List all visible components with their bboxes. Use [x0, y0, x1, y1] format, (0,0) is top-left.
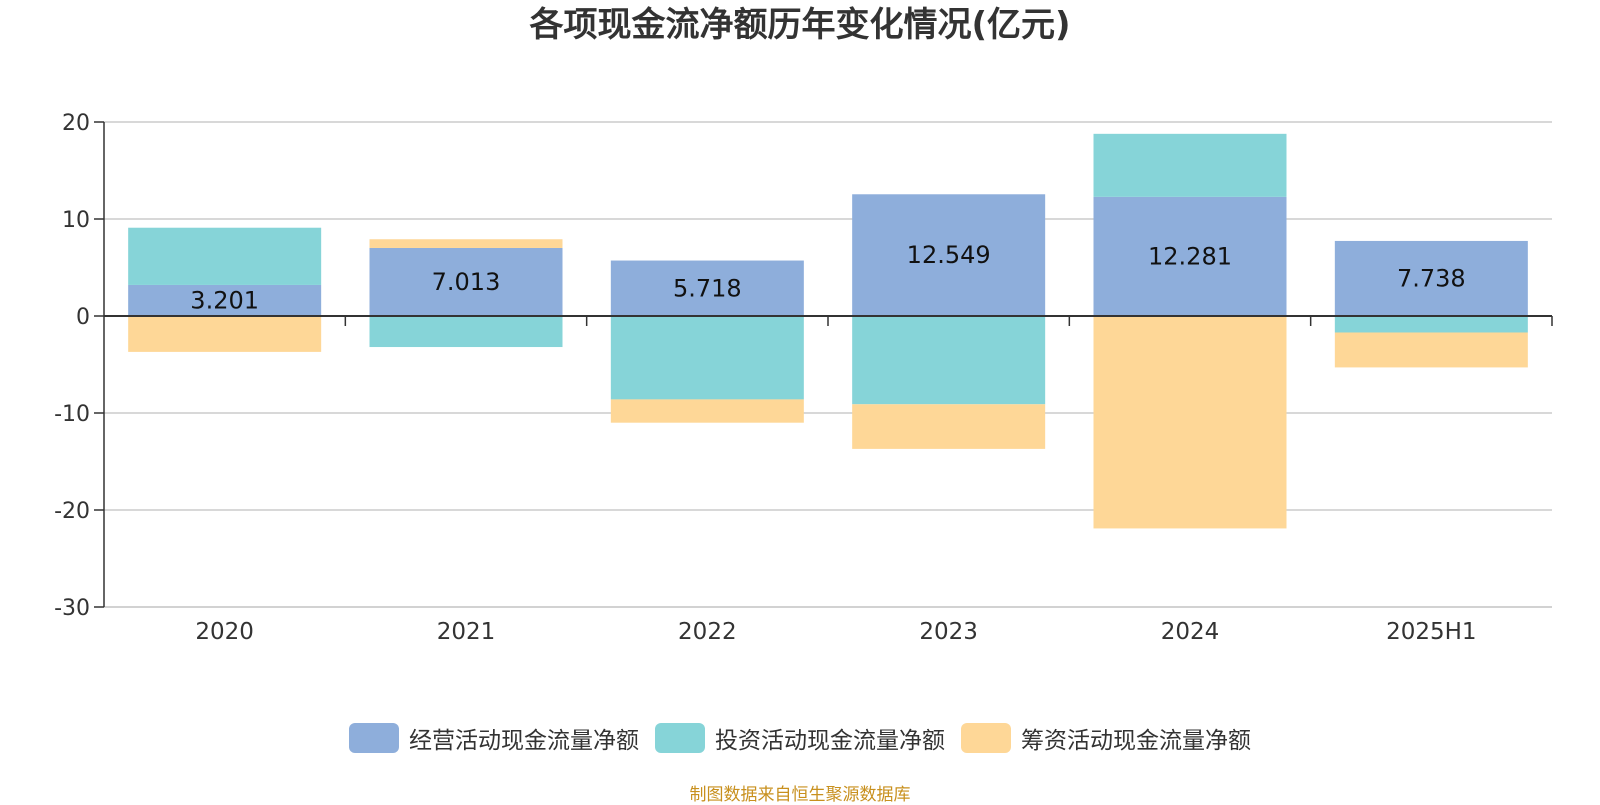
bar-investing-2025H1[interactable] — [1334, 316, 1528, 333]
legend-label-operating: 经营活动现金流量净额 — [409, 728, 639, 754]
data-label: 7.013 — [432, 268, 501, 296]
legend-item-operating[interactable]: 经营活动现金流量净额 — [349, 721, 639, 755]
bar-operating-2025H1[interactable] — [1334, 240, 1528, 316]
y-tick-label: 0 — [76, 305, 90, 330]
data-label: 7.738 — [1397, 264, 1466, 292]
chart-title: 各项现金流净额历年变化情况(亿元) — [529, 5, 1071, 45]
bar-investing-2020[interactable] — [128, 227, 322, 285]
bar-financing-2023[interactable] — [852, 404, 1046, 449]
bars — [128, 133, 1528, 529]
legend-item-investing[interactable]: 投资活动现金流量净额 — [655, 721, 945, 755]
y-tick-label: -30 — [54, 596, 90, 621]
legend-label-financing: 筹资活动现金流量净额 — [1021, 728, 1251, 754]
data-label: 3.201 — [190, 286, 259, 314]
x-tick-label: 2022 — [678, 619, 737, 645]
bar-financing-2025H1[interactable] — [1334, 332, 1528, 368]
data-label: 5.718 — [673, 274, 742, 302]
bar-operating-2024[interactable] — [1093, 196, 1287, 316]
bar-investing-2023[interactable] — [852, 316, 1046, 405]
grid-lines — [104, 121, 1552, 608]
bar-investing-2024[interactable] — [1093, 133, 1287, 197]
bar-operating-2023[interactable] — [852, 194, 1046, 316]
x-tick-label: 2021 — [437, 619, 496, 645]
legend-label-investing: 投资活动现金流量净额 — [715, 728, 945, 754]
bar-operating-2020[interactable] — [128, 284, 322, 316]
data-label: 12.549 — [907, 241, 991, 269]
bar-financing-2022[interactable] — [610, 399, 804, 423]
x-tick-label: 2024 — [1161, 619, 1220, 645]
legend-swatch-investing — [655, 723, 705, 753]
y-tick-label: -10 — [54, 402, 90, 427]
axes: 20 10 0 -10 -20 -30 2020 2021 2022 2023 2024 2025H1 — [54, 111, 1553, 645]
bar-financing-2024[interactable] — [1093, 316, 1287, 529]
y-tick-label: 10 — [62, 208, 90, 233]
y-tick-label: 20 — [62, 111, 90, 136]
x-tick-label: 2025H1 — [1386, 619, 1476, 645]
legend-swatch-operating — [349, 723, 399, 753]
bar-operating-2022[interactable] — [610, 260, 804, 316]
y-tick-label: -20 — [54, 499, 90, 524]
x-tick-label: 2023 — [919, 619, 978, 645]
bar-investing-2022[interactable] — [610, 316, 804, 400]
legend-item-financing[interactable]: 筹资活动现金流量净额 — [961, 721, 1251, 755]
bar-financing-2020[interactable] — [128, 316, 322, 352]
bar-investing-2021[interactable] — [369, 316, 563, 348]
legend: 经营活动现金流量净额 投资活动现金流量净额 筹资活动现金流量净额 — [0, 722, 1600, 754]
x-tick-label: 2020 — [195, 619, 254, 645]
legend-swatch-financing — [961, 723, 1011, 753]
bar-operating-2021[interactable] — [369, 247, 563, 316]
source-note: 制图数据来自恒生聚源数据库 — [689, 785, 911, 805]
data-labels: 3.201 7.013 5.718 12.549 12.281 7.738 — [190, 241, 1465, 314]
bar-financing-2021[interactable] — [369, 239, 563, 248]
data-label: 12.281 — [1148, 242, 1232, 270]
